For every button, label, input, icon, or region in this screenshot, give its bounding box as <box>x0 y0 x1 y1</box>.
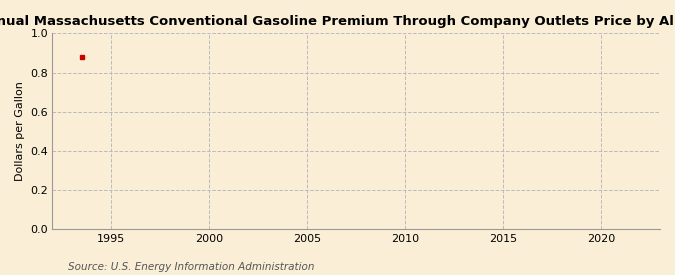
Text: Source: U.S. Energy Information Administration: Source: U.S. Energy Information Administ… <box>68 262 314 272</box>
Title: Annual Massachusetts Conventional Gasoline Premium Through Company Outlets Price: Annual Massachusetts Conventional Gasoli… <box>0 15 675 28</box>
Y-axis label: Dollars per Gallon: Dollars per Gallon <box>15 81 25 181</box>
